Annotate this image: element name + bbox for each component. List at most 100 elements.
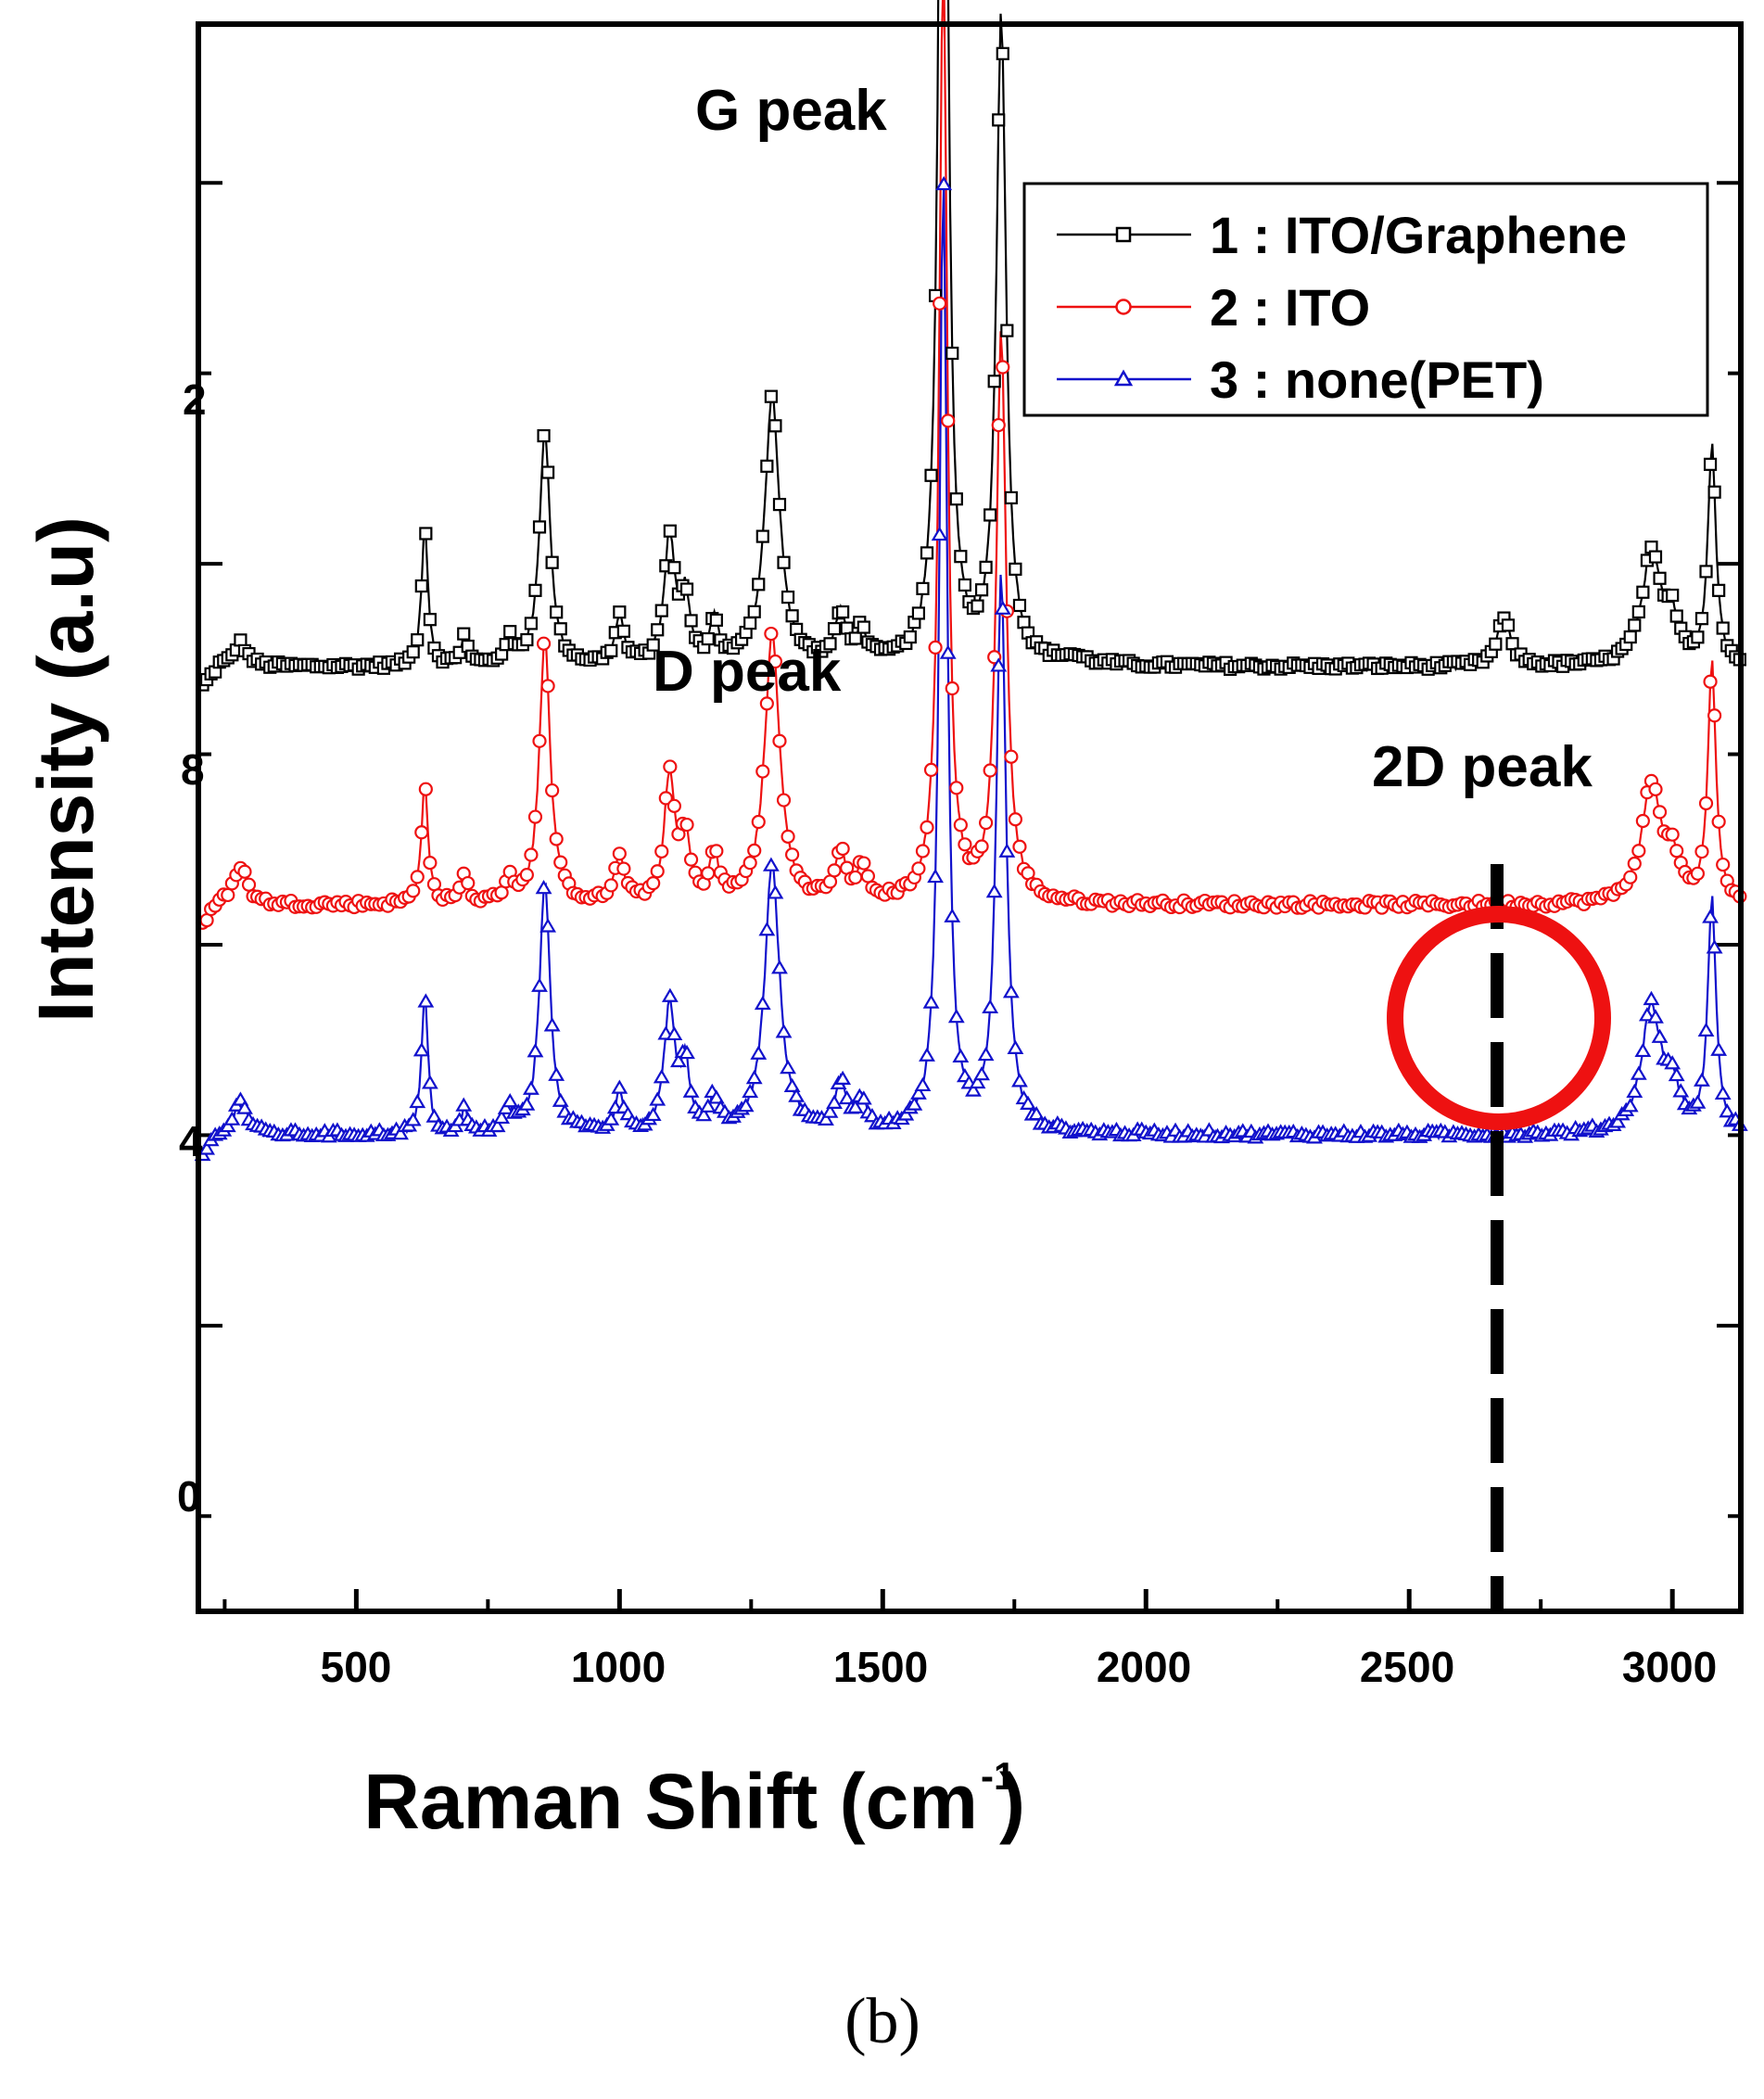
series-1-point [954, 550, 968, 564]
series-3-point [821, 1103, 839, 1118]
series-1-point [663, 524, 677, 538]
series-3-point [783, 1077, 801, 1092]
series-2-point [616, 861, 631, 876]
series-2-point [996, 360, 1010, 375]
series-2-point [553, 855, 568, 870]
series-2-point [785, 847, 800, 862]
series-2-point [221, 887, 235, 903]
series-3-point [539, 918, 557, 933]
series-2-point [1623, 870, 1638, 884]
y-axis-title: Intensity (a.u) [22, 516, 109, 1023]
series-1-point [1009, 562, 1022, 576]
series-1-point [984, 508, 997, 522]
series-3-point [914, 1076, 932, 1092]
series-3-point [998, 843, 1016, 858]
series-1-point [1712, 583, 1726, 597]
series-1-point [752, 578, 766, 592]
series-2-point [519, 868, 534, 883]
series-1-point [777, 555, 791, 569]
series-3-point [1609, 1113, 1627, 1128]
series-1-point [1628, 618, 1642, 632]
series-3-point [527, 1043, 544, 1058]
series-2-point [1690, 866, 1706, 881]
series-3-point [1630, 1065, 1647, 1080]
series-3-point [994, 600, 1011, 615]
series-2-point [1008, 812, 1023, 827]
series-2-point [603, 878, 618, 893]
series-2-point [1711, 814, 1726, 829]
series-1-point [406, 645, 420, 659]
legend-marker-series-1 [1115, 226, 1132, 243]
series-3-point [838, 1089, 856, 1105]
series-1-point [419, 527, 433, 541]
series-3-point [947, 1008, 965, 1024]
series-3-point [695, 1107, 713, 1122]
series-1-point [1012, 598, 1027, 613]
series-3-point [653, 1069, 670, 1084]
series-1-point [996, 46, 1009, 60]
series-3-point [421, 1075, 438, 1089]
figure-caption: (b) [844, 1986, 920, 2057]
series-1-point [992, 113, 1006, 127]
series-2-point [666, 798, 681, 813]
series-3-point [1621, 1098, 1639, 1113]
series-3-point [455, 1097, 473, 1112]
series-2-point [1703, 674, 1718, 689]
series-1-point [836, 604, 850, 619]
series-2-point [928, 640, 943, 655]
series-1-point [457, 627, 471, 641]
series-1-point [747, 604, 761, 618]
plot-frame [196, 21, 1744, 1614]
series-3-point [1002, 984, 1020, 999]
series-3-point [682, 1083, 700, 1098]
g-peak-label: G peak [695, 79, 887, 143]
series-1-point [780, 590, 795, 604]
series-1-point [1000, 324, 1014, 337]
series-3-point [973, 1065, 990, 1081]
series-3-point [518, 1096, 536, 1111]
series-3-point [543, 1017, 561, 1032]
series-3-point [897, 1106, 915, 1121]
series-2-point [406, 884, 421, 898]
series-3-point [771, 960, 788, 974]
series-1-point [1691, 630, 1705, 644]
series-3-point [931, 526, 948, 541]
series-2-point [527, 809, 543, 824]
series-2-point [536, 636, 552, 651]
series-1-point [979, 560, 993, 574]
series-2-point [414, 825, 429, 840]
x-tick-label-2500: 2500 [1360, 1643, 1454, 1691]
series-2-point [461, 875, 476, 891]
series-2-point [654, 844, 669, 859]
series-2-point [524, 847, 539, 862]
series-3-point [670, 1052, 687, 1068]
series-3-point [548, 1066, 565, 1081]
series-1-point [920, 546, 934, 560]
series-1-point [1669, 609, 1683, 623]
series-3-point [1626, 1083, 1643, 1099]
series-1-point [974, 583, 989, 597]
series-2-point [423, 856, 438, 871]
series-2-point [755, 764, 770, 779]
series-2-point [709, 844, 724, 859]
series-2-point [663, 759, 678, 774]
series-2-point [646, 876, 661, 891]
series-2-point [764, 626, 779, 642]
series-1-point [1631, 604, 1645, 619]
series-2-point [991, 417, 1006, 433]
series-2-point [612, 846, 627, 861]
series-3-point [1706, 939, 1723, 954]
series-2-point [860, 869, 875, 884]
series-3-point [826, 1094, 843, 1109]
series-markers [194, 46, 1748, 1162]
x-tick-label-3000: 3000 [1622, 1643, 1717, 1691]
series-3-point [501, 1092, 519, 1108]
series-2-point [941, 413, 956, 428]
series-2-point [1707, 708, 1722, 723]
series-3-point [425, 1108, 443, 1123]
series-2-point [747, 843, 762, 858]
series-1-point [755, 529, 769, 543]
series-2-point [958, 837, 972, 852]
series-3-point [762, 857, 780, 871]
series-2-point [418, 782, 433, 796]
